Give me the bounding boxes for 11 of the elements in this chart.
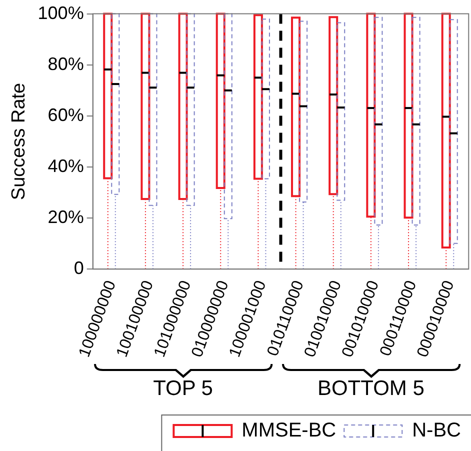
- y-tick-label: 20%: [48, 207, 84, 228]
- y-tick-label: 0: [74, 258, 84, 278]
- y-tick-label: 80%: [48, 54, 84, 74]
- text: TOP 5: [153, 377, 213, 401]
- y-axis-title: Success Rate: [8, 82, 30, 200]
- legend-label: N-BC: [412, 420, 462, 442]
- y-tick-label: 60%: [48, 104, 84, 125]
- y-tick-label: 40%: [48, 156, 84, 176]
- text: BOTTOM 5: [317, 377, 424, 401]
- legend-label: MMSE-BC: [242, 420, 336, 442]
- y-tick-label: 100%: [38, 2, 84, 23]
